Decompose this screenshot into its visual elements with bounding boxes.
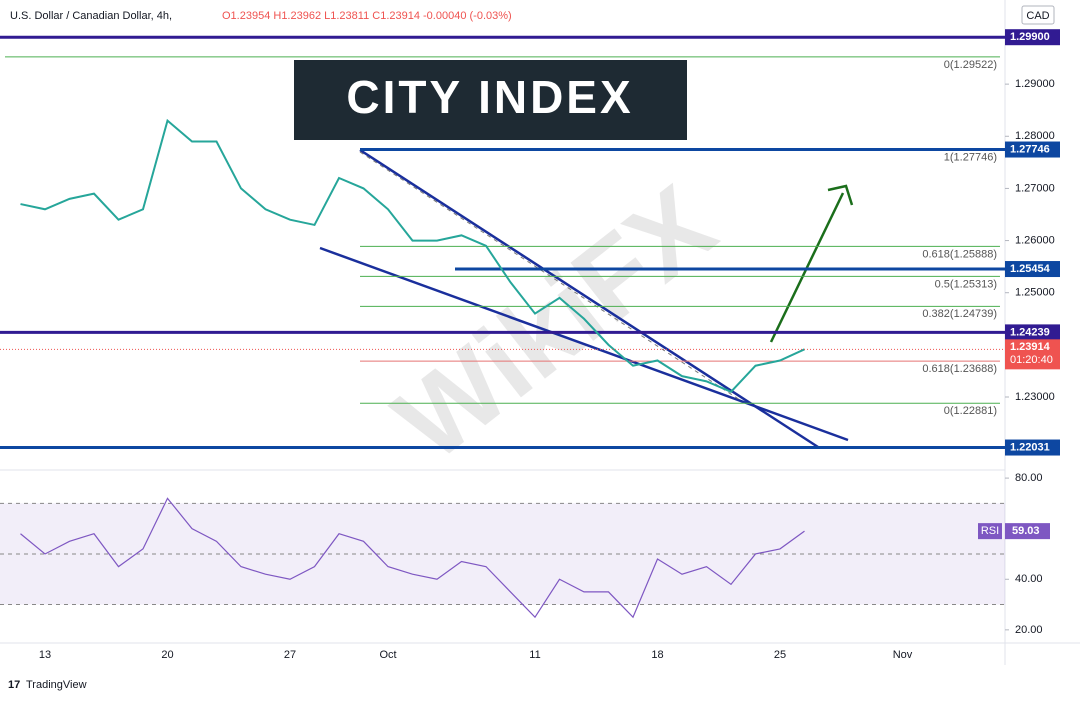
currency-box (1021, 5, 1055, 25)
y-tick-label: 1.25000 (1015, 287, 1055, 299)
x-tick-label: 18 (651, 649, 663, 661)
level-label: 1.29900 (1010, 31, 1050, 43)
fib-label: 0.618(1.23688) (922, 363, 997, 375)
footer: TradingView (26, 679, 87, 691)
fib-label: 0.382(1.24739) (922, 308, 997, 320)
x-tick-label: 11 (529, 649, 540, 661)
last-price-label: 1.23914 (1010, 341, 1051, 353)
x-tick-label: 27 (284, 649, 296, 661)
last-price-tag (1005, 339, 1060, 370)
arrow-head (827, 184, 854, 206)
level-tag (1005, 439, 1060, 456)
rsi-tick-label: 20.00 (1015, 624, 1043, 636)
countdown: 01:20:40 (1010, 354, 1053, 366)
x-tick-label: 20 (161, 649, 173, 661)
level-tag (1005, 29, 1060, 46)
rsi-value-tag (1005, 523, 1050, 540)
level-label: 1.27746 (1010, 143, 1050, 155)
symbol-title: U.S. Dollar / Canadian Dollar, 4h, (10, 10, 172, 22)
fib-label: 0(1.29522) (944, 59, 997, 71)
rsi-name: RSI (981, 525, 999, 537)
fib-label: 1(1.27746) (944, 151, 997, 163)
y-tick-label: 1.23000 (1015, 391, 1055, 403)
level-label: 1.22031 (1010, 441, 1050, 453)
y-tick-label: 1.27000 (1015, 182, 1055, 194)
x-tick-label: Oct (379, 649, 396, 661)
trend-line (319, 246, 849, 442)
level-label: 1.25454 (1010, 263, 1051, 275)
level-tag (1005, 261, 1060, 278)
ohlc: O1.23954 H1.23962 L1.23811 C1.23914 -0.0… (222, 10, 512, 22)
level-tag (1005, 324, 1060, 341)
fib-label: 0(1.22881) (944, 405, 997, 417)
rsi-band (0, 503, 1005, 605)
rsi-value: 59.03 (1012, 525, 1040, 537)
y-tick-label: 1.26000 (1015, 234, 1055, 246)
trend-line (359, 148, 819, 449)
x-tick-label: Nov (893, 649, 913, 661)
brand: CITY INDEX (346, 71, 633, 123)
currency: CAD (1026, 10, 1049, 22)
x-tick-label: 25 (774, 649, 786, 661)
fib-label: 0.618(1.25888) (922, 248, 997, 260)
rsi-name-tag (978, 523, 1002, 540)
price-line (20, 118, 805, 393)
level-label: 1.24239 (1010, 326, 1050, 338)
x-tick-label: 13 (39, 649, 51, 661)
rsi-tick-label: 80.00 (1015, 472, 1043, 484)
logo: 17 (8, 679, 20, 691)
fib-label: 0.5(1.25313) (935, 278, 997, 290)
brand-box (294, 60, 687, 140)
rsi-tick-label: 40.00 (1015, 573, 1043, 585)
level-tag (1005, 141, 1060, 158)
rsi-line (20, 497, 805, 619)
y-tick-label: 1.28000 (1015, 130, 1055, 142)
arrow (769, 192, 845, 343)
y-tick-label: 1.29000 (1015, 78, 1055, 90)
